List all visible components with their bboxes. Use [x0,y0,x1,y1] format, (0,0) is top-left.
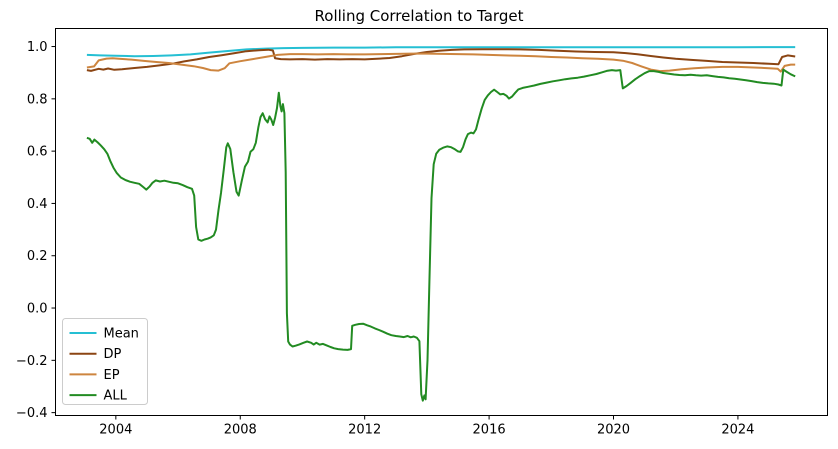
y-tick-label: 0.4 [27,197,48,212]
x-tick-label: 2020 [597,423,630,438]
plot-frame [55,28,828,416]
series-line-all [86,68,796,402]
legend-box [62,318,148,405]
x-tick-label: 2016 [473,423,506,438]
x-tick-label: 2008 [224,423,257,438]
y-tick-label: −0.4 [16,406,48,421]
x-tick-label: 2012 [348,423,381,438]
series-line-mean [86,46,796,58]
legend-label-mean: Mean [104,327,139,342]
y-tick-label: −0.2 [16,354,48,369]
x-tick-label: 2024 [721,423,754,438]
y-tick-label: 1.0 [27,40,48,55]
y-tick-label: 0.8 [27,92,48,107]
series-line-ep [86,52,796,73]
y-tick-label: 0.0 [27,302,48,317]
chart-title: Rolling Correlation to Target [314,7,524,25]
y-tick-label: 0.2 [27,249,48,264]
series-line-dp [86,48,796,72]
x-tick-label: 2004 [99,423,132,438]
legend-label-dp: DP [104,347,122,362]
y-tick-label: 0.6 [27,145,48,160]
legend-label-all: ALL [104,389,128,404]
legend-label-ep: EP [104,368,120,383]
